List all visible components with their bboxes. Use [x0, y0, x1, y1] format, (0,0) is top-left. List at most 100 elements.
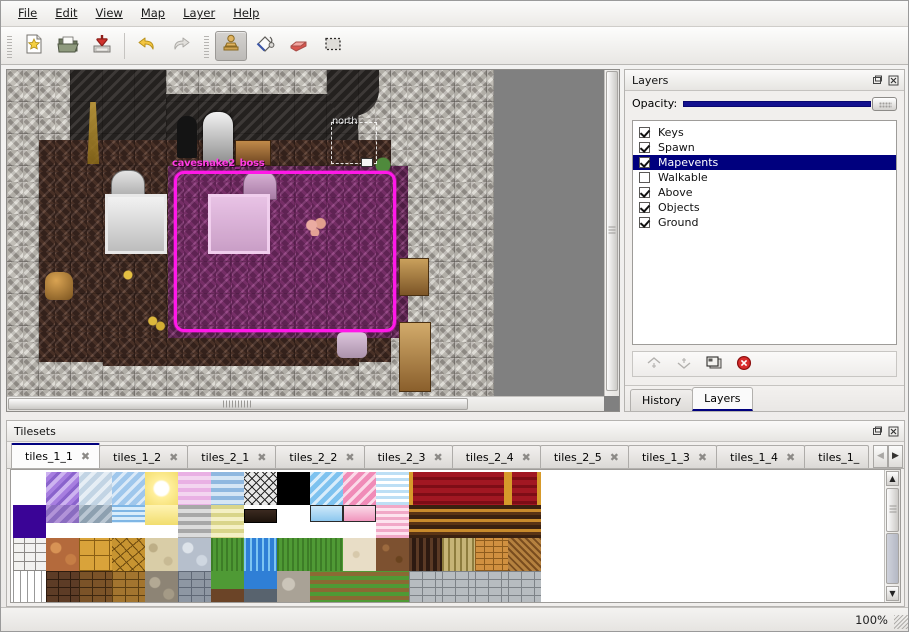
menu-edit[interactable]: Edit: [46, 3, 86, 24]
tile-cell[interactable]: [178, 571, 211, 602]
tile-cell[interactable]: [310, 538, 343, 571]
layer-row-spawn[interactable]: Spawn: [633, 140, 896, 155]
tile-cell[interactable]: [211, 472, 244, 505]
tile-cell[interactable]: [46, 538, 79, 571]
opacity-slider[interactable]: [683, 96, 897, 112]
tile-grid[interactable]: [13, 472, 541, 602]
map-vertical-scrollbar[interactable]: [604, 70, 619, 396]
tile-cell[interactable]: [46, 472, 79, 505]
scroll-right-arrow-icon[interactable]: ▶: [888, 444, 903, 468]
tile-cell[interactable]: [508, 571, 541, 602]
tile-cell[interactable]: [112, 571, 145, 602]
tile-cell[interactable]: [310, 472, 343, 505]
layer-row-objects[interactable]: Objects: [633, 200, 896, 215]
tileset-tab-tiles_1_5[interactable]: tiles_1_: [804, 445, 870, 468]
tile-cell[interactable]: [79, 505, 112, 523]
tile-cell[interactable]: [343, 538, 376, 571]
tile-cell[interactable]: [409, 538, 442, 571]
tileset-scroll-track-lower[interactable]: [886, 533, 899, 584]
scroll-down-arrow-icon[interactable]: ▼: [886, 586, 899, 601]
lower-layer-button[interactable]: [671, 353, 697, 375]
delete-layer-button[interactable]: [731, 353, 757, 375]
layer-visibility-checkbox[interactable]: [639, 142, 650, 153]
tile-cell[interactable]: [79, 538, 112, 571]
new-map-button[interactable]: [18, 31, 50, 61]
tileset-tile-palette[interactable]: ▲ ▼: [10, 469, 901, 603]
menu-help[interactable]: Help: [224, 3, 268, 24]
tile-cell[interactable]: [211, 538, 244, 571]
float-window-icon[interactable]: [871, 425, 884, 438]
tile-cell[interactable]: [442, 571, 475, 602]
tile-cell[interactable]: [310, 571, 343, 602]
tileset-scroll-thumb[interactable]: [886, 488, 899, 532]
tile-cell[interactable]: [13, 505, 46, 538]
tile-cell[interactable]: [475, 571, 508, 602]
scroll-left-arrow-icon[interactable]: ◀: [873, 444, 888, 468]
redo-button[interactable]: [165, 31, 197, 61]
duplicate-layer-button[interactable]: [701, 353, 727, 375]
tab-history[interactable]: History: [630, 389, 694, 411]
tile-cell[interactable]: [178, 538, 211, 571]
tile-cell[interactable]: [277, 571, 310, 602]
tileset-vertical-scrollbar[interactable]: ▲ ▼: [884, 470, 900, 602]
tile-cell[interactable]: [310, 505, 343, 522]
menu-map[interactable]: Map: [132, 3, 174, 24]
window-resize-grip[interactable]: [894, 615, 908, 629]
tile-cell[interactable]: [475, 472, 508, 505]
tileset-tab-tiles_1_4[interactable]: tiles_1_4 ✖: [716, 445, 806, 468]
float-window-icon[interactable]: [871, 74, 884, 87]
layer-visibility-checkbox[interactable]: [639, 127, 650, 138]
tile-cell[interactable]: [211, 505, 244, 538]
scroll-up-arrow-icon[interactable]: ▲: [886, 471, 899, 486]
tile-cell[interactable]: [178, 472, 211, 505]
raise-layer-button[interactable]: [641, 353, 667, 375]
map-view[interactable]: north cavesnake2_boss: [6, 69, 620, 412]
tile-cell[interactable]: [46, 505, 79, 523]
tileset-tab-tiles_1_3[interactable]: tiles_1_3 ✖: [627, 445, 718, 468]
tile-cell[interactable]: [409, 571, 442, 602]
tile-cell[interactable]: [475, 538, 508, 571]
menu-view[interactable]: View: [87, 3, 132, 24]
tile-cell[interactable]: [145, 571, 178, 602]
tile-cell[interactable]: [442, 505, 475, 538]
tileset-tab-tiles_2_1[interactable]: tiles_2_1 ✖: [187, 445, 277, 468]
map-event-handle[interactable]: [361, 158, 373, 167]
close-tab-icon[interactable]: ✖: [521, 450, 531, 464]
close-tab-icon[interactable]: ✖: [345, 450, 355, 464]
tile-cell[interactable]: [112, 472, 145, 505]
close-tab-icon[interactable]: ✖: [80, 450, 91, 463]
map-selection-rectangle[interactable]: [174, 171, 396, 332]
fill-tool-button[interactable]: [249, 31, 281, 61]
tileset-tab-tiles_2_2[interactable]: tiles_2_2 ✖: [275, 445, 365, 468]
tile-cell[interactable]: [376, 571, 409, 602]
layer-row-ground[interactable]: Ground: [633, 215, 896, 230]
layer-row-walkable[interactable]: Walkable: [633, 170, 896, 185]
tab-layers[interactable]: Layers: [692, 387, 753, 411]
menu-layer[interactable]: Layer: [174, 3, 224, 24]
tileset-tab-tiles_1_1[interactable]: tiles_1_1 ✖: [11, 443, 101, 468]
tile-cell[interactable]: [376, 472, 409, 505]
close-tab-icon[interactable]: ✖: [786, 450, 796, 464]
save-map-button[interactable]: [86, 31, 118, 61]
tile-cell[interactable]: [211, 571, 244, 602]
tile-cell[interactable]: [508, 472, 541, 505]
tile-cell[interactable]: [409, 505, 442, 538]
select-tool-button[interactable]: [317, 31, 349, 61]
close-tab-icon[interactable]: ✖: [433, 450, 443, 464]
tile-cell[interactable]: [244, 571, 277, 602]
close-tab-icon[interactable]: ✖: [169, 450, 179, 464]
tile-cell[interactable]: [79, 472, 112, 505]
open-map-button[interactable]: [52, 31, 84, 61]
stamp-tool-button[interactable]: [215, 30, 247, 61]
tile-cell[interactable]: [376, 505, 409, 538]
tile-cell[interactable]: [46, 571, 79, 602]
menu-file[interactable]: File: [9, 3, 46, 24]
tile-cell[interactable]: [376, 538, 409, 571]
layer-row-above[interactable]: Above: [633, 185, 896, 200]
layer-visibility-checkbox[interactable]: [639, 157, 650, 168]
tile-cell[interactable]: [442, 538, 475, 571]
tile-cell[interactable]: [277, 538, 310, 571]
tool-group-drag-handle[interactable]: [203, 33, 210, 58]
tile-cell[interactable]: [79, 571, 112, 602]
tile-cell[interactable]: [244, 509, 277, 523]
